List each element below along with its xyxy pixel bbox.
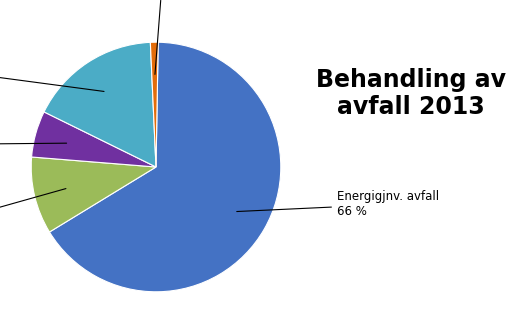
Text: Energigjnv. rt-flis
10 %: Energigjnv. rt-flis 10 % <box>0 189 66 246</box>
Text: Behandling av
avfall 2013: Behandling av avfall 2013 <box>316 67 506 120</box>
Wedge shape <box>44 42 156 167</box>
Text: Deponi/
kompostering
6 %: Deponi/ kompostering 6 % <box>0 123 67 166</box>
Text: Material-
gjenvinning
17 %: Material- gjenvinning 17 % <box>0 48 104 92</box>
Wedge shape <box>49 42 281 292</box>
Wedge shape <box>31 157 156 232</box>
Wedge shape <box>150 42 158 167</box>
Text: Energigjnv. avfall
66 %: Energigjnv. avfall 66 % <box>237 190 439 218</box>
Text: Farlig avfall
1 %: Farlig avfall 1 % <box>128 0 197 74</box>
Wedge shape <box>32 112 156 167</box>
